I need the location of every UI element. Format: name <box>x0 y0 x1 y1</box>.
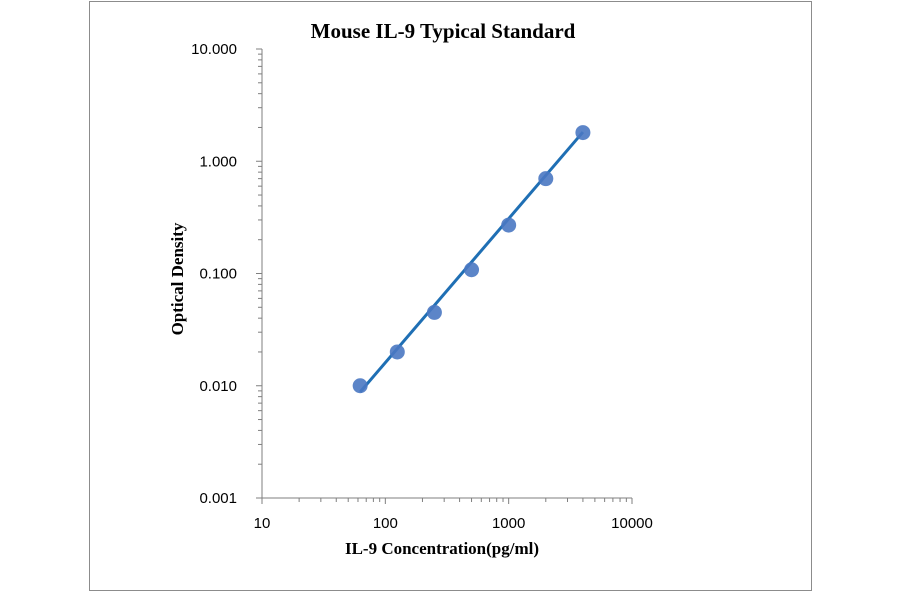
data-point <box>352 378 368 394</box>
data-point <box>426 304 442 320</box>
data-point <box>575 125 591 141</box>
y-tick-label: 1.000 <box>199 153 237 170</box>
x-tick-label: 10000 <box>611 515 653 532</box>
x-axis-label: IL-9 Concentration(pg/ml) <box>345 539 539 558</box>
x-tick-label: 100 <box>373 515 398 532</box>
y-tick-label: 0.010 <box>199 378 237 395</box>
chart-frame <box>89 1 812 591</box>
x-tick-label: 1000 <box>492 515 525 532</box>
axes <box>256 48 633 504</box>
data-point <box>389 344 405 360</box>
chart-title: Mouse IL-9 Typical Standard <box>311 19 576 43</box>
data-point <box>538 171 554 187</box>
data-points <box>352 125 591 394</box>
tick-labels: 10 100 1000 10000 0.001 0.010 0.100 1.000 10.000 <box>191 41 653 532</box>
data-point <box>464 262 480 278</box>
y-tick-label: 10.000 <box>191 41 237 58</box>
y-tick-label: 0.001 <box>199 490 237 507</box>
y-tick-label: 0.100 <box>199 266 237 283</box>
y-axis-label: Optical Density <box>168 222 187 335</box>
data-point <box>501 217 517 233</box>
x-tick-label: 10 <box>254 515 271 532</box>
